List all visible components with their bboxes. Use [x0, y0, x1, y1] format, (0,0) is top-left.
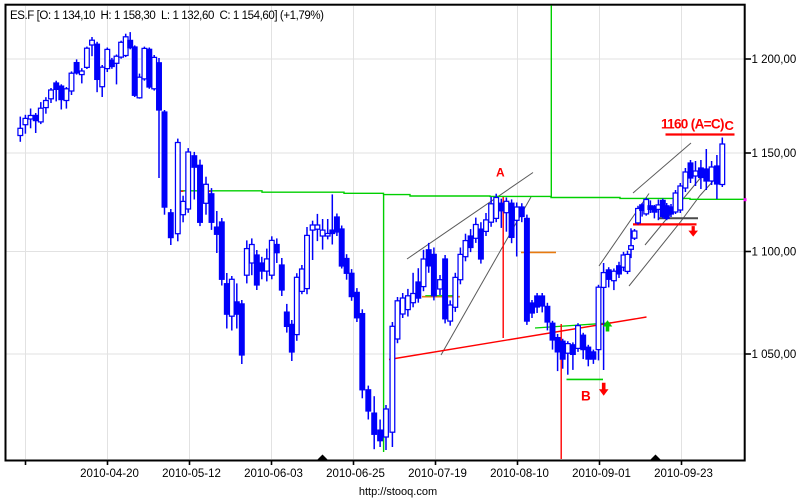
svg-text:2010-08-10: 2010-08-10 — [490, 468, 549, 480]
svg-text:A: A — [496, 166, 505, 180]
svg-text:2010-09-23: 2010-09-23 — [654, 468, 713, 480]
svg-text:1 200,00: 1 200,00 — [752, 54, 797, 66]
svg-text:2010-06-03: 2010-06-03 — [244, 468, 303, 480]
svg-text:B: B — [581, 389, 591, 404]
svg-text:2010-09-01: 2010-09-01 — [572, 468, 631, 480]
svg-text:2010-04-20: 2010-04-20 — [80, 468, 139, 480]
svg-text:2010-05-12: 2010-05-12 — [162, 468, 221, 480]
svg-text:2010-06-25: 2010-06-25 — [326, 468, 385, 480]
svg-text:1 050,00: 1 050,00 — [752, 349, 797, 361]
svg-text:1 100,00: 1 100,00 — [752, 247, 797, 259]
svg-text:C: C — [725, 118, 735, 133]
svg-text:2010-07-19: 2010-07-19 — [408, 468, 467, 480]
svg-text:ES.F [O: 1 134,10 H: 1 158,30: ES.F [O: 1 134,10 H: 1 158,30 L: 1 132,6… — [10, 10, 324, 22]
svg-text:http://stooq.com: http://stooq.com — [359, 486, 437, 498]
svg-text:1160 (A=C): 1160 (A=C) — [661, 117, 725, 132]
svg-text:1 150,00: 1 150,00 — [752, 148, 797, 160]
